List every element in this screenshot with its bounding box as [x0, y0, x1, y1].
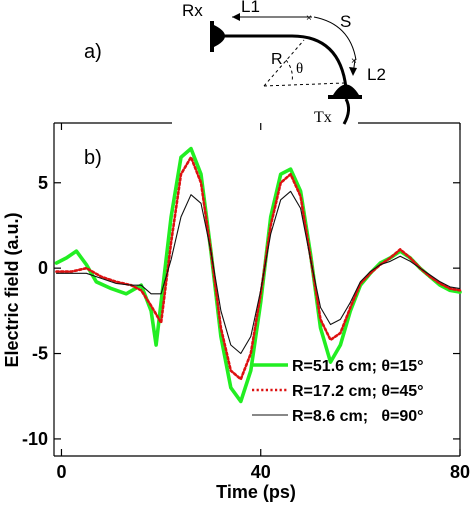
x-tick-label: 40	[251, 462, 271, 482]
series-line-1	[55, 155, 462, 381]
x-tick-label: 80	[450, 462, 470, 482]
y-tick-label: 5	[38, 173, 48, 193]
rx-label: Rx	[182, 1, 203, 20]
tx-antenna	[328, 84, 362, 125]
y-axis-label: Electric field (a.u.)	[2, 212, 22, 367]
tx-label: Tx	[314, 109, 332, 126]
radius-construction	[263, 39, 345, 87]
legend-label-0: R=51.6 cm; θ=15°	[292, 358, 424, 375]
panel-a-label: a)	[84, 41, 102, 63]
svg-text:×: ×	[306, 13, 312, 24]
y-tick-label: 0	[38, 258, 48, 278]
legend: R=51.6 cm; θ=15° R=17.2 cm; θ=45° R=8.6 …	[252, 358, 424, 425]
legend-label-2: R=8.6 cm; θ=90°	[292, 408, 424, 425]
panel-a-schematic: a) Rx Tx × L1 × S	[84, 0, 386, 126]
l1-arrow: ×	[232, 13, 312, 24]
y-tick-label: -5	[32, 344, 48, 364]
axis-tick-labels: 0 40 80 5 0 -5 -10	[22, 173, 470, 482]
rx-antenna	[210, 21, 348, 89]
series-layer	[54, 146, 462, 404]
series-line-2	[55, 190, 461, 355]
s-arc: ×	[313, 16, 357, 67]
x-tick-label: 0	[56, 462, 66, 482]
svg-text:×: ×	[351, 56, 357, 67]
theta-label: θ	[296, 61, 303, 77]
l1-label: L1	[241, 0, 260, 16]
l2-arrow	[349, 59, 357, 76]
y-tick-label: -10	[22, 429, 48, 449]
l2-label: L2	[367, 65, 386, 84]
panel-b-label: b)	[84, 147, 102, 169]
axis-ticks	[54, 123, 461, 456]
x-axis-label: Time (ps)	[216, 482, 296, 502]
legend-label-1: R=17.2 cm; θ=45°	[292, 383, 424, 400]
panel-b-chart: b) 0 40 80 5 0 -5 -10 R=51.6 cm; θ=15° R=17.2 …	[2, 122, 470, 502]
r-label: R	[271, 51, 283, 68]
s-label: S	[340, 12, 351, 31]
